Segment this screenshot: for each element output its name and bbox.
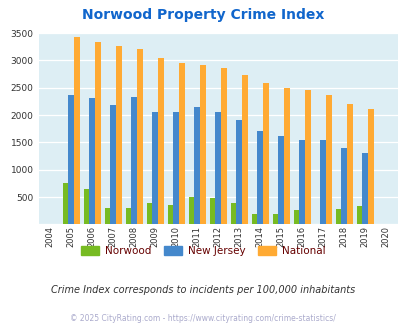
Bar bbox=[362, 153, 367, 224]
Bar bbox=[278, 136, 284, 224]
Bar bbox=[215, 112, 220, 224]
Bar bbox=[158, 58, 163, 224]
Bar bbox=[68, 95, 74, 224]
Bar bbox=[220, 68, 226, 224]
Bar bbox=[110, 105, 116, 224]
Bar bbox=[188, 196, 194, 224]
Bar bbox=[230, 203, 236, 224]
Bar bbox=[272, 214, 278, 224]
Text: Norwood Property Crime Index: Norwood Property Crime Index bbox=[82, 8, 323, 22]
Bar bbox=[179, 62, 184, 224]
Bar bbox=[200, 65, 205, 224]
Bar bbox=[95, 42, 100, 224]
Bar bbox=[74, 37, 79, 224]
Bar bbox=[209, 198, 215, 224]
Bar bbox=[104, 208, 110, 224]
Text: © 2025 CityRating.com - https://www.cityrating.com/crime-statistics/: © 2025 CityRating.com - https://www.city… bbox=[70, 314, 335, 323]
Bar bbox=[136, 49, 142, 224]
Bar bbox=[325, 95, 331, 224]
Bar bbox=[83, 189, 89, 224]
Bar bbox=[146, 203, 152, 224]
Bar bbox=[251, 214, 257, 224]
Bar bbox=[167, 205, 173, 224]
Bar bbox=[367, 109, 373, 224]
Bar bbox=[262, 83, 268, 224]
Bar bbox=[257, 131, 262, 224]
Bar bbox=[335, 209, 341, 224]
Bar bbox=[89, 98, 95, 224]
Bar bbox=[299, 140, 305, 224]
Bar bbox=[341, 148, 346, 224]
Bar bbox=[194, 107, 200, 224]
Bar bbox=[126, 208, 131, 224]
Bar bbox=[305, 90, 310, 224]
Bar bbox=[293, 210, 299, 224]
Bar bbox=[173, 112, 179, 224]
Bar bbox=[320, 140, 325, 224]
Bar bbox=[241, 75, 247, 224]
Bar bbox=[356, 206, 362, 224]
Bar bbox=[62, 183, 68, 224]
Legend: Norwood, New Jersey, National: Norwood, New Jersey, National bbox=[77, 242, 328, 260]
Bar bbox=[116, 46, 121, 224]
Bar bbox=[131, 97, 136, 224]
Bar bbox=[346, 104, 352, 224]
Bar bbox=[284, 88, 289, 224]
Bar bbox=[236, 120, 241, 224]
Bar bbox=[152, 112, 158, 224]
Text: Crime Index corresponds to incidents per 100,000 inhabitants: Crime Index corresponds to incidents per… bbox=[51, 285, 354, 295]
